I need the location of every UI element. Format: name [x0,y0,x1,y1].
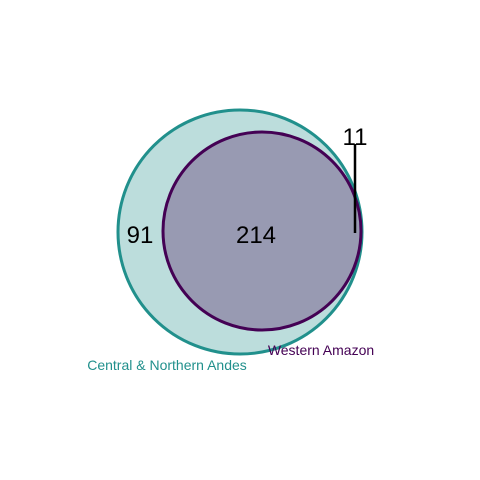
set-label-western-amazon: Western Amazon [268,342,374,358]
set-circle-western-amazon [161,130,363,332]
count-central-northern-andes-only: 91 [127,222,154,249]
count-intersection: 214 [236,222,276,249]
count-western-amazon-only: 11 [343,124,368,151]
set-label-central-northern-andes: Central & Northern Andes [87,357,247,373]
